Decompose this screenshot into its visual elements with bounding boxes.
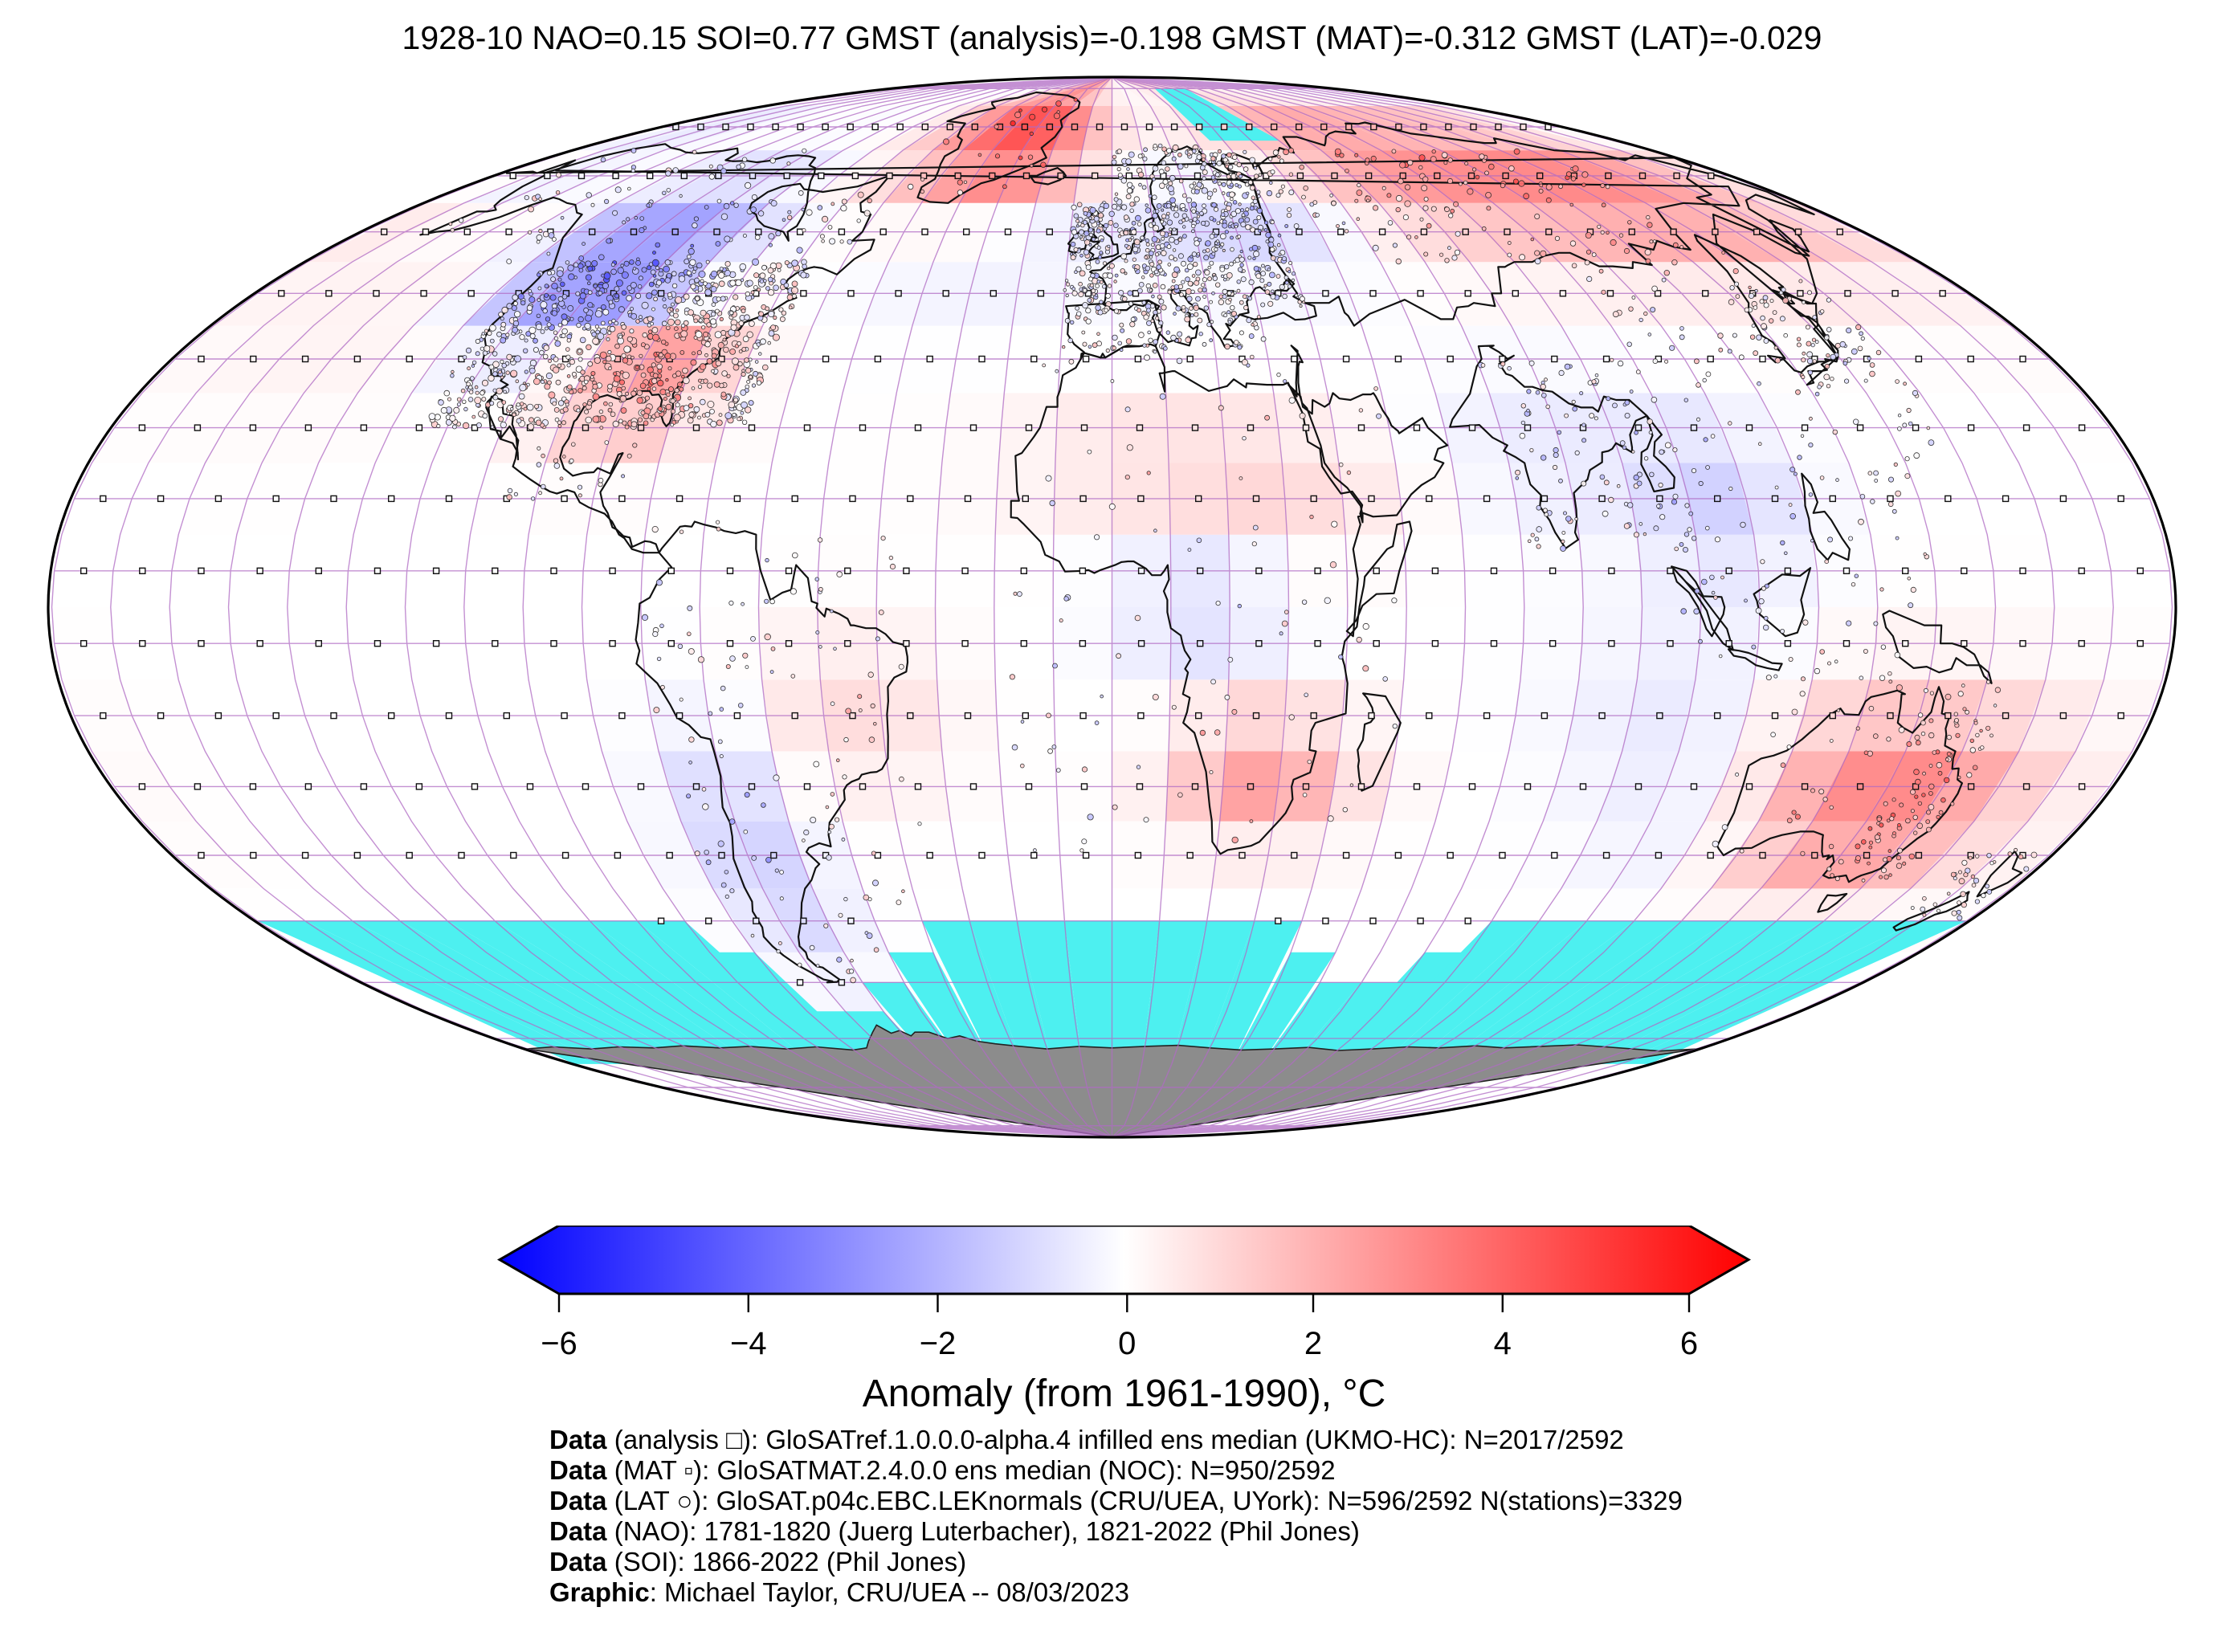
svg-text:2: 2 <box>1304 1326 1322 1361</box>
svg-text:0: 0 <box>1118 1326 1136 1361</box>
svg-text:4: 4 <box>1494 1326 1512 1361</box>
svg-text:Anomaly (from 1961-1990), °C: Anomaly (from 1961-1990), °C <box>863 1373 1385 1415</box>
svg-text:−2: −2 <box>920 1326 957 1361</box>
svg-text:−6: −6 <box>541 1326 577 1361</box>
svg-text:−4: −4 <box>730 1326 767 1361</box>
svg-text:6: 6 <box>1680 1326 1698 1361</box>
